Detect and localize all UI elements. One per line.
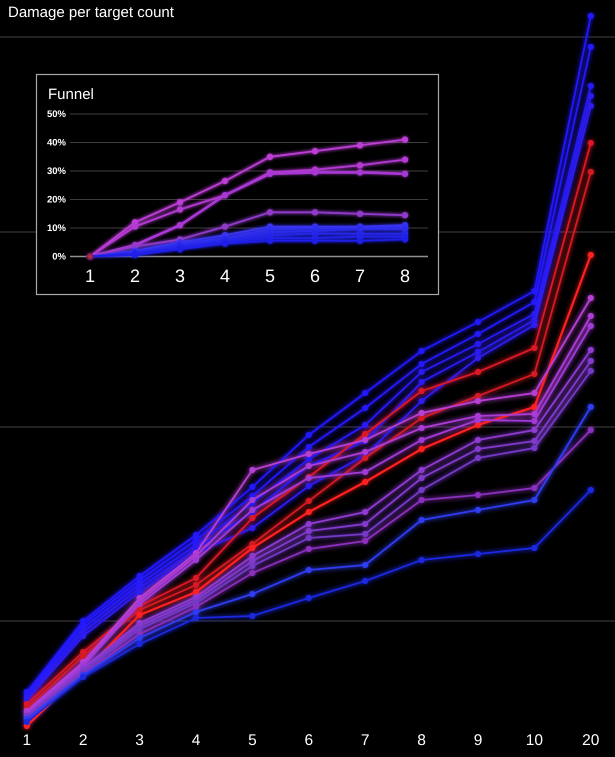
svg-text:0%: 0% (52, 252, 66, 263)
svg-text:4: 4 (220, 266, 230, 286)
svg-text:7: 7 (361, 732, 370, 749)
svg-text:Damage per target count: Damage per target count (8, 4, 175, 21)
svg-text:3: 3 (175, 266, 185, 286)
svg-text:40%: 40% (47, 138, 67, 149)
svg-text:30%: 30% (47, 166, 67, 177)
svg-text:5: 5 (248, 732, 257, 749)
svg-text:7: 7 (355, 266, 365, 286)
svg-text:6: 6 (304, 732, 313, 749)
svg-text:50%: 50% (47, 109, 67, 120)
svg-text:3: 3 (135, 732, 144, 749)
svg-text:10%: 10% (47, 223, 67, 234)
svg-text:2: 2 (130, 266, 140, 286)
svg-text:10: 10 (526, 732, 544, 749)
svg-text:9: 9 (474, 732, 483, 749)
svg-text:8: 8 (417, 732, 426, 749)
svg-text:4: 4 (192, 732, 201, 749)
svg-text:20: 20 (582, 732, 600, 749)
svg-text:6: 6 (310, 266, 320, 286)
svg-text:8: 8 (400, 266, 410, 286)
svg-text:1: 1 (85, 266, 95, 286)
svg-text:Funnel: Funnel (48, 86, 94, 103)
svg-text:2: 2 (79, 732, 88, 749)
svg-text:5: 5 (265, 266, 275, 286)
svg-text:1: 1 (22, 732, 31, 749)
svg-text:20%: 20% (47, 195, 67, 206)
